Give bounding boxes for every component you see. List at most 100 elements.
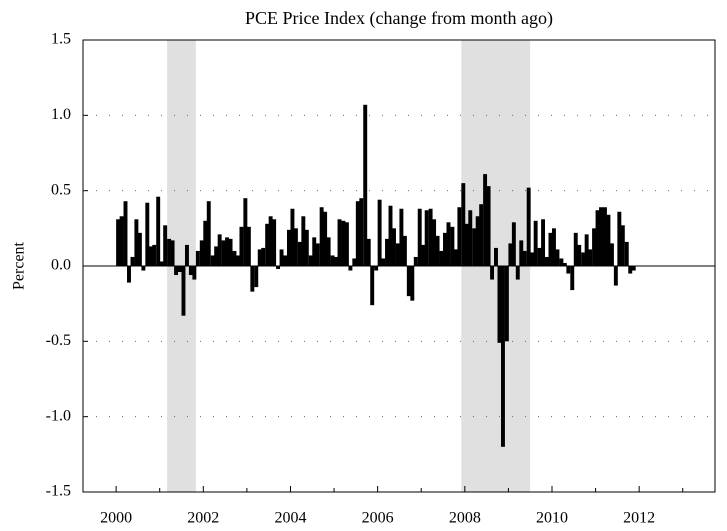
bar [279, 249, 284, 266]
bar [235, 255, 240, 266]
bar [581, 252, 586, 266]
y-tick-label: 0.0 [51, 257, 71, 274]
bar [250, 266, 255, 292]
bar [606, 214, 611, 266]
bar [370, 266, 375, 306]
bar [134, 219, 139, 266]
bar [555, 249, 560, 266]
y-axis-label: Percent [11, 241, 28, 290]
bar [355, 201, 360, 266]
bar [613, 266, 618, 286]
bar [152, 244, 157, 266]
y-tick-label: 1.0 [51, 106, 71, 123]
bar [366, 238, 371, 266]
bar [446, 222, 451, 266]
bar [145, 202, 150, 266]
bar [148, 246, 153, 266]
bar [188, 266, 193, 276]
bar [508, 243, 513, 266]
bar [326, 237, 331, 266]
bar [490, 266, 495, 280]
bar [261, 247, 266, 266]
bar [428, 208, 433, 266]
bar [225, 237, 230, 266]
bar [544, 256, 549, 266]
y-tick-label: -1.5 [46, 483, 71, 500]
bar [617, 211, 622, 266]
bar [214, 246, 219, 266]
bar [315, 243, 320, 266]
bar [541, 219, 546, 266]
bar [228, 238, 233, 266]
bar [178, 266, 182, 273]
x-tick-label: 2002 [187, 510, 219, 527]
bar [192, 266, 197, 280]
bar [276, 266, 281, 270]
bar [402, 235, 407, 266]
bar [562, 262, 567, 266]
plot-frame [82, 39, 716, 493]
bar [592, 228, 597, 266]
bar [413, 256, 418, 266]
bar [243, 198, 248, 266]
chart-title: PCE Price Index (change from month ago) [245, 8, 553, 29]
bar [290, 208, 295, 266]
bar [483, 174, 488, 266]
bar [457, 207, 462, 266]
bar [337, 219, 342, 266]
bar [461, 183, 466, 266]
bar [522, 250, 527, 266]
bar [631, 266, 636, 271]
bar [272, 219, 277, 266]
bar [301, 216, 306, 266]
bar [297, 241, 302, 266]
x-tick-label: 2006 [362, 510, 394, 527]
bar [475, 216, 480, 266]
bar [363, 104, 368, 266]
bar [511, 222, 516, 266]
bar [119, 216, 124, 266]
bar [399, 208, 404, 266]
bar [348, 266, 353, 271]
bar [559, 258, 564, 266]
bar [167, 238, 172, 266]
bar [388, 205, 393, 266]
bar [159, 261, 164, 266]
bar [123, 201, 128, 266]
bar [170, 240, 175, 266]
bar [163, 225, 168, 266]
bar [359, 198, 364, 266]
bar [551, 228, 556, 266]
bar [286, 229, 291, 266]
bar [548, 232, 553, 266]
bar [377, 199, 382, 266]
bar [519, 240, 524, 266]
bar [330, 255, 335, 266]
bar [344, 222, 349, 266]
bar [628, 266, 633, 274]
bar [265, 223, 270, 266]
bar [424, 210, 429, 266]
bar [595, 210, 600, 266]
bar [374, 266, 379, 271]
bar [530, 252, 535, 266]
bar [206, 201, 211, 266]
bar [246, 226, 251, 266]
bar [156, 196, 161, 266]
bar [392, 228, 396, 266]
bar [453, 249, 458, 266]
x-tick-label: 2012 [623, 510, 655, 527]
bar [504, 266, 509, 342]
bar [406, 266, 411, 297]
bar [602, 207, 607, 266]
bar [217, 234, 222, 266]
x-tick-label: 2000 [100, 510, 132, 527]
bar [395, 243, 400, 266]
bar [435, 235, 440, 266]
bar [479, 204, 484, 266]
bar [566, 266, 571, 274]
bar [283, 255, 287, 266]
bar [450, 226, 455, 266]
bar [312, 237, 317, 266]
